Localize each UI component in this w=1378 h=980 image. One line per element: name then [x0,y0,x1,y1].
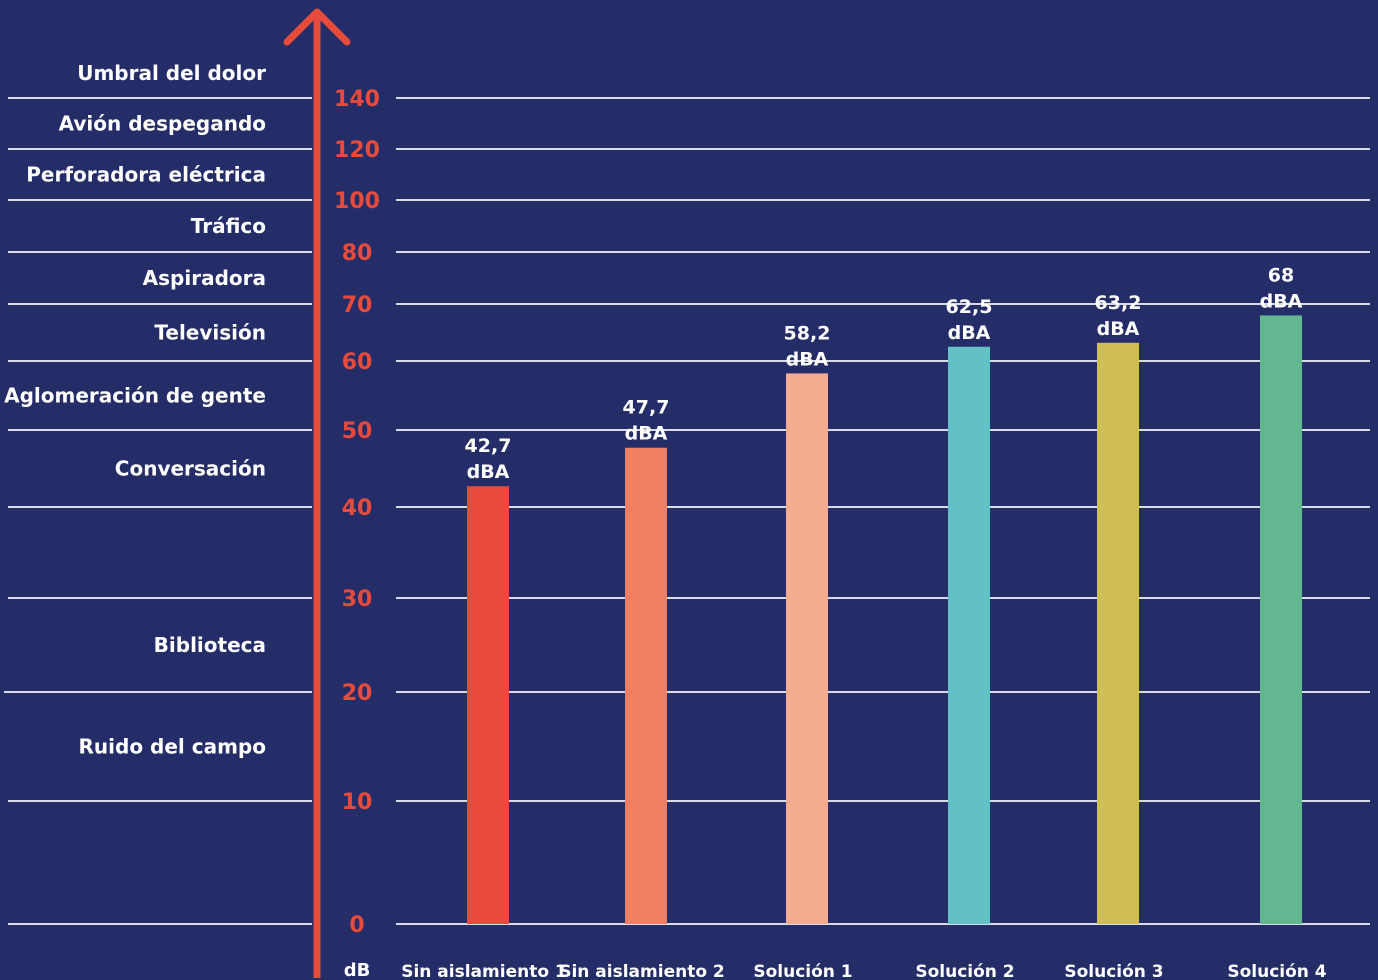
bar [1260,315,1302,924]
reference-level-label: Biblioteca [154,633,266,657]
y-tick-label: 60 [342,350,373,375]
x-tick-label: Solución 4 [1227,962,1326,980]
x-tick-label: Sin aislamiento 2 [559,962,725,980]
arrow-up-icon [283,8,351,46]
y-axis-unit-label: dB [344,960,371,980]
y-axis [283,8,351,978]
y-tick-label: 0 [349,913,364,938]
y-tick-label: 140 [334,87,380,112]
y-tick-label: 100 [334,189,380,214]
reference-level-label: Avión despegando [59,112,266,136]
bar-value-label: 62,5 dBA [946,296,993,344]
y-tick-label: 70 [342,293,373,318]
y-tick-label: 10 [342,790,373,815]
bar [467,486,509,924]
bar [1097,342,1139,924]
reference-level-labels: Ruido del campo Biblioteca Conversación Agl… [4,61,266,759]
bar-value-label: 58,2 dBA [784,322,831,370]
gridlines [4,97,1370,925]
bar-value-label: 47,7 dBA [623,397,670,445]
y-tick-label: 30 [342,587,373,612]
bar [786,373,828,924]
x-tick-label: Solución 2 [915,962,1014,980]
y-tick-label: 80 [342,241,373,266]
bar-value-label: 68 dBA [1260,264,1303,312]
reference-level-label: Umbral del dolor [77,61,266,85]
reference-level-label: Ruido del campo [79,735,266,759]
reference-level-label: Tráfico [191,214,266,238]
y-tick-label: 120 [334,138,380,163]
y-tick-label: 20 [342,681,373,706]
reference-level-label: Aspiradora [143,266,266,290]
x-tick-label: Solución 1 [753,962,852,980]
bar-value-label: 63,2 dBA [1095,292,1142,340]
y-tick-label: 50 [342,419,373,444]
bar [948,346,990,924]
bars: 42,7 dBA 47,7 dBA 58,2 dBA 62,5 dBA 63,2 dBA 68 dBA [465,264,1303,924]
reference-level-label: Aglomeración de gente [4,384,266,408]
bar-value-label: 42,7 dBA [465,435,512,483]
x-tick-label: Solución 3 [1064,962,1163,980]
x-tick-label: Sin aislamiento 1 [401,962,567,980]
reference-level-label: Perforadora eléctrica [26,163,266,187]
reference-level-label: Televisión [154,321,266,345]
reference-level-label: Conversación [115,457,266,481]
y-tick-label: 40 [342,496,373,521]
bar [625,447,667,924]
y-tick-labels: 0 10 20 30 40 50 60 70 80 100 120 140 [334,87,380,938]
